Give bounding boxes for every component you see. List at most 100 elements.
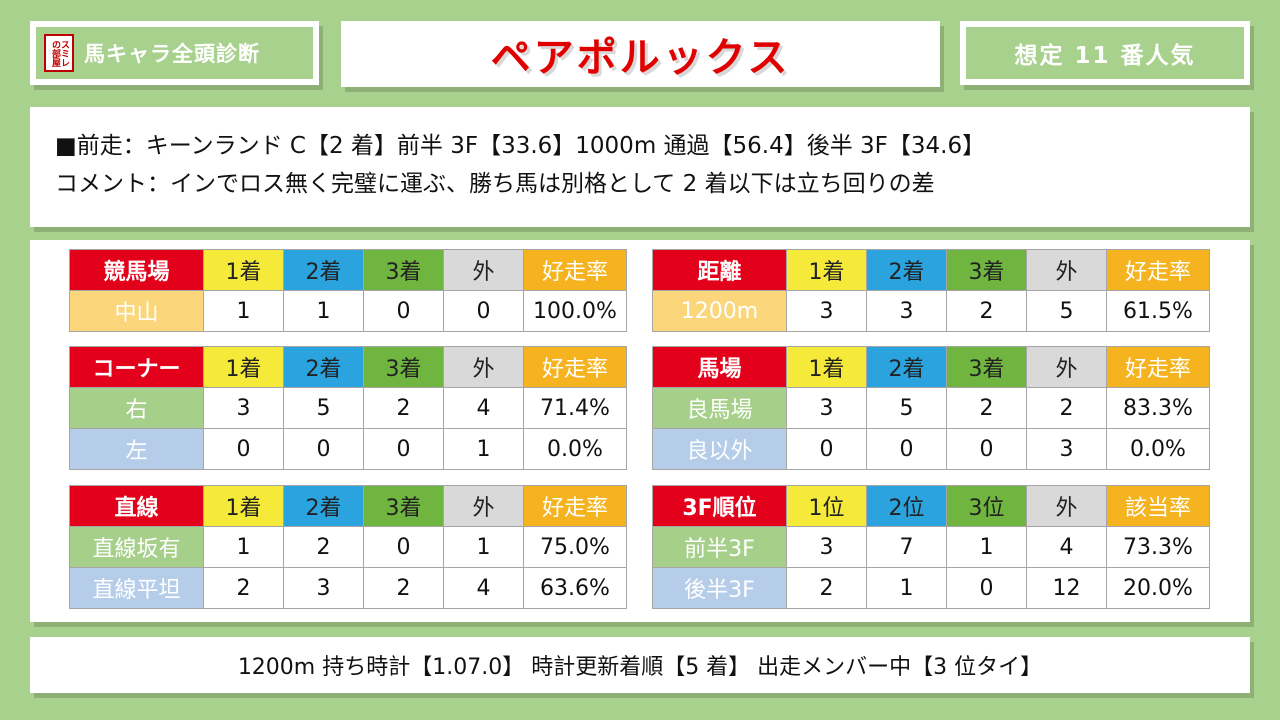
stats-table-course: 競馬場 1着 2着 3着外好走率 中山 1 1 0 0 100.0% (69, 249, 627, 332)
rate-cell: 20.0% (1106, 567, 1210, 609)
count-cell: 4 (1026, 526, 1107, 568)
table-row: 後半3F 2 1 0 12 20.0% (652, 567, 1210, 609)
count-cell: 2 (786, 567, 867, 609)
count-cell: 1 (866, 567, 947, 609)
brand-title: 馬キャラ全頭診断 (84, 42, 260, 66)
count-cell: 2 (1026, 387, 1107, 429)
count-cell: 1 (946, 526, 1027, 568)
table-header-row: 3F順位 1位 2位 3位外該当率 (652, 485, 1210, 527)
rate-cell: 63.6% (523, 567, 627, 609)
table-header-row: 馬場 1着 2着 3着外好走率 (652, 346, 1210, 388)
table-row: 右 3 5 2 4 71.4% (69, 387, 627, 429)
popularity-text: 想定 11 番人気 (966, 27, 1244, 79)
table-category-header: 直線 (69, 485, 204, 527)
table-row: 直線坂有 1 2 0 1 75.0% (69, 526, 627, 568)
count-cell: 0 (866, 428, 947, 470)
table-column-header: 3着 (946, 249, 1027, 291)
table-column-header: 1着 (786, 249, 867, 291)
count-cell: 2 (363, 567, 444, 609)
table-column-header: 2着 (283, 249, 364, 291)
table-column-header: 外 (1026, 249, 1107, 291)
stats-table-corner: コーナー 1着 2着 3着外好走率右 3 5 2 4 71.4% 左 0 0 0 1 0.0% (69, 346, 627, 470)
table-row: 左 0 0 0 1 0.0% (69, 428, 627, 470)
table-row: 良以外 0 0 0 3 0.0% (652, 428, 1210, 470)
table-column-header: 3着 (946, 346, 1027, 388)
table-column-header: 外 (443, 249, 524, 291)
brand-badge: スミレの部屋 馬キャラ全頭診断 (30, 21, 319, 85)
table-column-header: 1着 (203, 346, 284, 388)
table-column-header: 3着 (363, 346, 444, 388)
count-cell: 0 (946, 567, 1027, 609)
count-cell: 0 (283, 428, 364, 470)
table-column-header: 2着 (866, 346, 947, 388)
table-category-header: 3F順位 (652, 485, 787, 527)
table-column-header: 外 (443, 485, 524, 527)
table-row: 前半3F 3 7 1 4 73.3% (652, 526, 1210, 568)
count-cell: 3 (203, 387, 284, 429)
table-column-header: 1着 (203, 485, 284, 527)
count-cell: 5 (1026, 290, 1107, 332)
table-column-header: 2位 (866, 485, 947, 527)
horse-name: ペアポルックス (490, 35, 791, 81)
horse-name-panel: ペアポルックス (341, 21, 940, 87)
count-cell: 1 (203, 526, 284, 568)
previous-race-panel: ■前走：キーンランド C【2 着】前半 3F【33.6】1000m 通過【56.… (30, 107, 1250, 227)
count-cell: 2 (203, 567, 284, 609)
count-cell: 3 (283, 567, 364, 609)
table-column-header: 1位 (786, 485, 867, 527)
table-column-header: 3着 (363, 249, 444, 291)
rate-cell: 0.0% (523, 428, 627, 470)
race-comment: コメント：インでロス無く完璧に運ぶ、勝ち馬は別格として 2 着以下は立ち回りの差 (55, 171, 935, 197)
row-label: 右 (69, 387, 204, 429)
time-record-panel: 1200m 持ち時計【1.07.0】 時計更新着順【5 着】 出走メンバー中【3… (30, 637, 1250, 693)
count-cell: 2 (283, 526, 364, 568)
table-column-header: 好走率 (523, 485, 627, 527)
table-header-row: 直線 1着 2着 3着外好走率 (69, 485, 627, 527)
count-cell: 1 (283, 290, 364, 332)
rate-cell: 100.0% (523, 290, 627, 332)
stats-table-split-3f: 3F順位 1位 2位 3位外該当率 前半3F 3 7 1 4 73.3% 後半3F 2 1 0 12 20.0… (652, 485, 1210, 609)
count-cell: 5 (866, 387, 947, 429)
count-cell: 0 (946, 428, 1027, 470)
table-category-header: 馬場 (652, 346, 787, 388)
sumire-logo: スミレの部屋 (44, 34, 74, 72)
count-cell: 3 (1026, 428, 1107, 470)
table-column-header: 2着 (866, 249, 947, 291)
table-column-header: 外 (443, 346, 524, 388)
count-cell: 4 (443, 567, 524, 609)
table-row: 直線平坦 2 3 2 4 63.6% (69, 567, 627, 609)
table-column-header: 2着 (283, 485, 364, 527)
row-label: 後半3F (652, 567, 787, 609)
stats-panel: 競馬場 1着 2着 3着外好走率 中山 1 1 0 0 100.0% 距離 1着 2着 3着外好走率 120… (30, 240, 1250, 622)
table-header-row: コーナー 1着 2着 3着外好走率 (69, 346, 627, 388)
table-column-header: 1着 (786, 346, 867, 388)
table-column-header: 好走率 (523, 346, 627, 388)
table-row: 中山 1 1 0 0 100.0% (69, 290, 627, 332)
rate-cell: 61.5% (1106, 290, 1210, 332)
table-column-header: 外 (1026, 485, 1107, 527)
row-label: 直線坂有 (69, 526, 204, 568)
count-cell: 2 (363, 387, 444, 429)
previous-race-result: ■前走：キーンランド C【2 着】前半 3F【33.6】1000m 通過【56.… (55, 133, 986, 159)
count-cell: 3 (786, 387, 867, 429)
count-cell: 0 (443, 290, 524, 332)
count-cell: 12 (1026, 567, 1107, 609)
table-column-header: 該当率 (1106, 485, 1210, 527)
row-label: 中山 (69, 290, 204, 332)
count-cell: 5 (283, 387, 364, 429)
stats-table-track-condition: 馬場 1着 2着 3着外好走率 良馬場 3 5 2 2 83.3% 良以外 0 0 0 3 0.0% (652, 346, 1210, 470)
count-cell: 0 (786, 428, 867, 470)
row-label: 良以外 (652, 428, 787, 470)
row-label: 左 (69, 428, 204, 470)
table-category-header: 競馬場 (69, 249, 204, 291)
table-row: 良馬場 3 5 2 2 83.3% (652, 387, 1210, 429)
rate-cell: 0.0% (1106, 428, 1210, 470)
table-column-header: 2着 (283, 346, 364, 388)
table-column-header: 好走率 (1106, 346, 1210, 388)
count-cell: 1 (443, 526, 524, 568)
row-label: 良馬場 (652, 387, 787, 429)
table-column-header: 外 (1026, 346, 1107, 388)
table-category-header: 距離 (652, 249, 787, 291)
count-cell: 3 (786, 290, 867, 332)
row-label: 1200m (652, 290, 787, 332)
